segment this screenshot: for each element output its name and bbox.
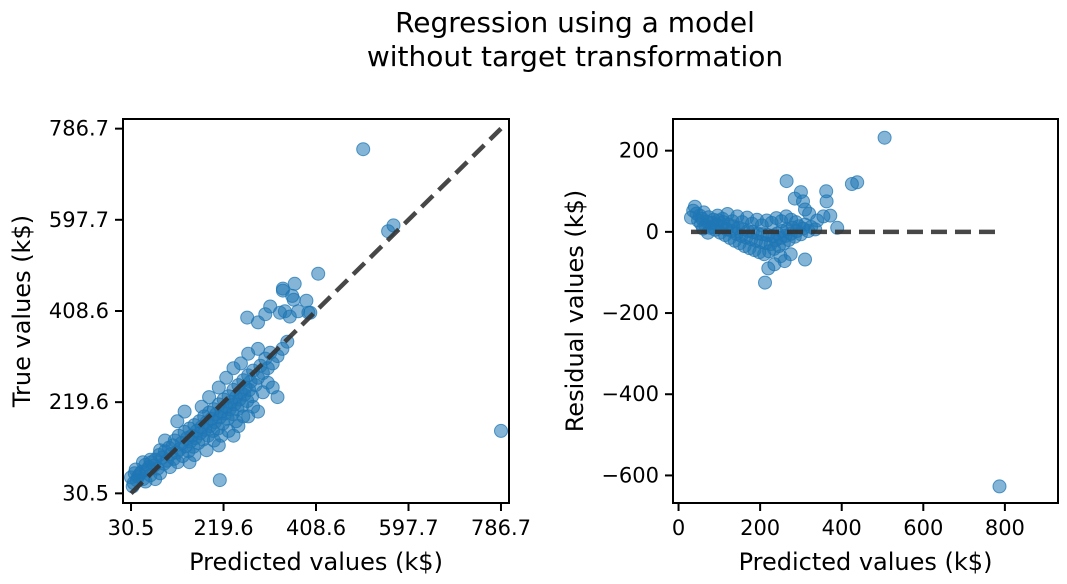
scatter-point — [199, 443, 214, 458]
scatter-point — [202, 390, 217, 405]
scatter-point — [758, 275, 772, 290]
figure-title-line-2: without target transformation — [367, 40, 783, 73]
x-tick-label: 800 — [985, 516, 1025, 540]
left-plot-true-vs-predicted: 30.5 219.6 408.6 597.7 786.7 30.5 219.6 408.6 59… — [8, 117, 531, 576]
y-tick-label: −600 — [601, 463, 659, 487]
y-tick-label: 30.5 — [62, 481, 109, 505]
y-tick-label: 408.6 — [49, 299, 109, 323]
scatter-point — [212, 473, 227, 488]
scatter-point — [226, 428, 241, 443]
x-axis-label: Predicted values (k$) — [739, 548, 993, 576]
scatter-point — [850, 175, 865, 190]
scatter-point — [153, 443, 168, 458]
scatter-point — [211, 380, 226, 395]
y-tick-label: −400 — [601, 382, 659, 406]
x-tick-label: 400 — [822, 516, 862, 540]
scatter-point — [241, 409, 256, 424]
scatter-point — [270, 390, 285, 405]
scatter-point — [356, 142, 371, 157]
right-plot-residuals: 0 200 400 600 800 200 0 −200 −400 −600 Predicted v… — [561, 118, 1059, 576]
x-tick-label: 219.6 — [193, 516, 253, 540]
scatter-point — [779, 174, 794, 189]
x-tick-label: 0 — [672, 516, 685, 540]
scatter-point — [219, 370, 234, 385]
scatter-point — [127, 466, 142, 481]
scatter-point — [823, 208, 838, 223]
x-tick-label: 786.7 — [471, 516, 531, 540]
y-tick-label: 0 — [646, 220, 659, 244]
scatter-point — [494, 423, 508, 438]
y-axis-label: True values (k$) — [8, 215, 36, 408]
scatter-point — [877, 130, 892, 145]
scatter-point — [275, 283, 290, 298]
scatter-point — [311, 266, 326, 281]
x-axis-label: Predicted values (k$) — [189, 548, 443, 576]
scatter-point — [170, 414, 185, 429]
y-tick-label: 200 — [619, 139, 659, 163]
scatter-point — [789, 215, 803, 230]
scatter-point — [136, 455, 150, 470]
scatter-point — [299, 293, 314, 308]
reference-line — [129, 127, 503, 495]
scatter-point — [177, 404, 192, 419]
x-tick-label: 600 — [903, 516, 943, 540]
y-tick-label: 219.6 — [49, 390, 109, 414]
scatter-point — [251, 341, 265, 356]
x-tick-label: 408.6 — [286, 516, 346, 540]
axes-frame — [672, 118, 1059, 504]
scatter-point — [819, 194, 834, 209]
scatter-point — [211, 438, 226, 453]
x-tick-label: 597.7 — [378, 516, 438, 540]
figure-title-line-1: Regression using a model — [395, 6, 755, 39]
scatter-points — [684, 130, 1007, 494]
scatter-point — [187, 448, 202, 462]
y-axis-label: Residual values (k$) — [561, 190, 589, 433]
x-tick-label: 200 — [740, 516, 780, 540]
scatter-point — [798, 252, 812, 267]
scatter-point — [783, 247, 798, 262]
scatter-point — [233, 356, 248, 371]
scatter-point — [287, 276, 302, 291]
scatter-point — [992, 479, 1007, 494]
scatter-point — [263, 299, 278, 314]
y-tick-label: −200 — [601, 301, 659, 325]
y-tick-label: 786.7 — [49, 117, 109, 141]
y-tick-label: 597.7 — [49, 208, 109, 232]
scatter-point — [194, 399, 209, 414]
x-tick-label: 30.5 — [108, 516, 155, 540]
